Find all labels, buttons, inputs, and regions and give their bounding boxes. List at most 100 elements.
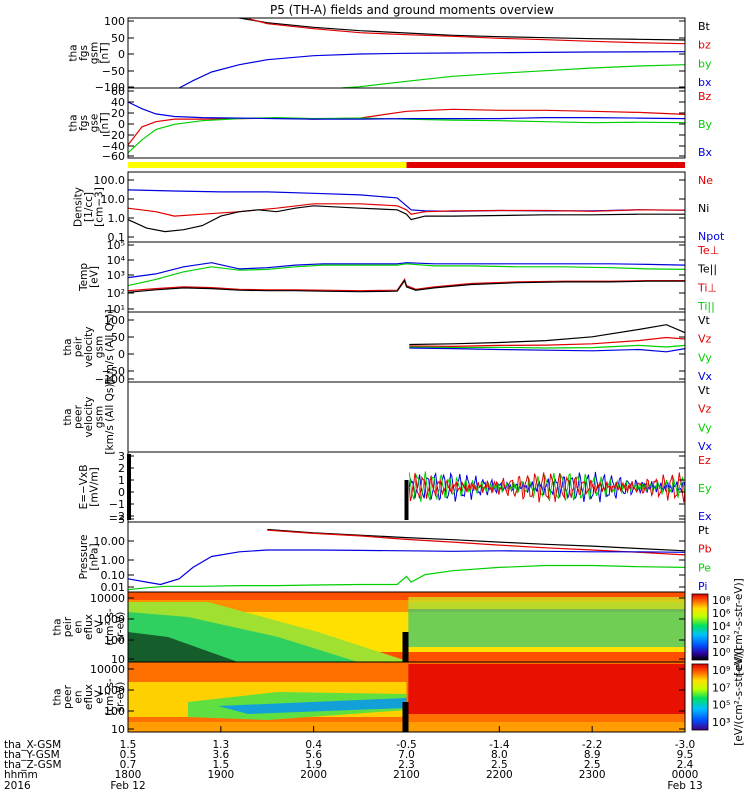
- colorbar-tick: 10⁷: [712, 681, 730, 694]
- temperature-series: [127, 262, 686, 293]
- mode-bar-slow: [128, 162, 407, 168]
- pressure-line-2: [127, 549, 686, 586]
- panel-peer_spec: 10⁹ 10⁷ 10⁵ 10³ 10000 1000 100 10 thapeereneflux…: [52, 648, 746, 746]
- ylabel-line: fgs: [78, 115, 90, 131]
- ylabel-line: (cm²-s-: [104, 678, 116, 716]
- ytick-label: −2: [109, 510, 125, 523]
- ytick-label: −1: [109, 498, 125, 511]
- ylabel-line: eflux: [83, 684, 95, 710]
- ytick-label: 10000: [90, 592, 125, 605]
- xaxis-value: 0.7: [120, 759, 137, 771]
- ylabel-line: Density: [73, 187, 85, 227]
- ylabel-line: tha: [52, 688, 64, 705]
- ytick-label: 2: [118, 462, 125, 475]
- panels: 100500−50−100thafgsgsm[nT]Btbzbybx604020…: [52, 15, 746, 746]
- pressure-ylabel: Pressure[nPa]: [78, 535, 101, 580]
- data-gap: [404, 480, 409, 520]
- xaxis-value: 1.3: [212, 739, 229, 751]
- ytick-label: 10.00: [94, 535, 126, 548]
- legend-entry: bx: [698, 76, 712, 89]
- ytick-label: 0: [118, 48, 125, 61]
- ylabel-line: gsm: [94, 406, 106, 428]
- density-ylabel: Density[1/cc][cm−3]: [73, 187, 106, 227]
- mode-bar: [128, 162, 685, 168]
- density-line-2: [127, 205, 685, 233]
- efield-trace-1: [408, 471, 686, 503]
- legend-entry: Vy: [698, 351, 712, 364]
- temperature-line-1: [127, 263, 686, 287]
- xaxis-value: 0000: [672, 769, 699, 781]
- fgs_gsm-line-2: [341, 64, 686, 89]
- ylabel-line: Pressure: [78, 535, 90, 580]
- x-axis-footer: tha_X-GSM 1.5 1.3 0.4 -0.5 -1.4 -2.2 -3.0 tha_Y-…: [4, 726, 703, 792]
- ytick-label: −3: [109, 513, 125, 526]
- ytick-label: 40: [111, 96, 125, 109]
- density-line-0: [127, 189, 686, 212]
- ytick-label: 100: [104, 314, 125, 327]
- ylabel-line: en: [73, 690, 85, 703]
- fgs_gsm-yaxis: 100 50 0 −50 −100: [95, 15, 685, 94]
- ytick-label: 50: [111, 32, 125, 45]
- fgs_gse-legend: Bz By Bx: [698, 90, 713, 159]
- ytick-label: 10.0: [101, 193, 126, 206]
- ytick-label: 0: [118, 486, 125, 499]
- ylabel-line: velocity: [83, 326, 95, 367]
- peer_spec-colorbar: 10⁹ 10⁷ 10⁵ 10³: [691, 663, 730, 731]
- colorbar-tick: 10²: [712, 633, 730, 646]
- ylabel-line: eflux: [83, 614, 95, 640]
- colorbar-tick: 10³: [712, 716, 730, 729]
- pressure-yaxis: 10.00 1.00 0.100.01: [94, 535, 685, 594]
- peer_spec-heatmap: [128, 662, 685, 732]
- ytick-label: 10¹: [107, 303, 125, 316]
- legend-entry: Vz: [698, 333, 712, 346]
- ytick-label: 0.10: [101, 569, 126, 582]
- colorbar-tick: 10⁹: [712, 664, 730, 677]
- colorbar-label: [eV/(cm²-s-str-eV)]: [733, 648, 745, 746]
- xaxis-value: -3.0: [675, 739, 696, 751]
- colorbar-tick: 10⁰: [712, 646, 731, 659]
- fgs_gsm-line-1: [248, 18, 686, 45]
- ytick-label: 0.1: [108, 231, 126, 244]
- heatmap-region: [218, 698, 407, 714]
- pressure-legend: Pt Pb Pe Pi: [698, 524, 712, 593]
- colorbar-tick: 10⁵: [712, 699, 730, 712]
- density-legend: Ne Ni Npot: [698, 174, 725, 243]
- ylabel-line: velocity: [83, 396, 95, 437]
- ylabel-line: peir: [62, 616, 74, 637]
- ytick-label: −50: [102, 65, 125, 78]
- legend-entry: Bt: [698, 20, 711, 33]
- ylabel-line: tha: [67, 44, 79, 61]
- xaxis-row-label: tha_X-GSM: [4, 739, 61, 751]
- xaxis-value: 2100: [393, 769, 420, 781]
- xaxis-value: -1.4: [489, 739, 510, 751]
- xaxis-value: 2200: [486, 769, 513, 781]
- ytick-label: 100: [104, 705, 125, 718]
- legend-entry: Pi: [698, 580, 707, 593]
- ytick-label: −100: [95, 373, 125, 386]
- legend-entry: Ne: [698, 174, 713, 187]
- ytick-label: 10⁴: [107, 254, 126, 267]
- efield-series: [127, 454, 686, 520]
- legend-entry: Ni: [698, 202, 709, 215]
- fgs_gsm-series: [178, 17, 686, 89]
- ylabel-line: peer: [73, 404, 85, 429]
- ylabel-line: fgs: [78, 45, 90, 61]
- xaxis-row-label: hhmm: [4, 769, 38, 781]
- ytick-label: −40: [102, 140, 125, 153]
- legend-entry: Ex: [698, 510, 712, 523]
- data-gap: [127, 454, 131, 520]
- peer_velocity-legend: Vt Vz Vy Vx: [698, 384, 713, 453]
- pressure-line-0: [267, 528, 686, 552]
- peir_velocity-line-2: [409, 344, 686, 349]
- xaxis-value: 9.5: [677, 749, 694, 761]
- legend-entry: Ti||: [697, 300, 715, 313]
- xaxis-value: Feb 12: [110, 780, 145, 792]
